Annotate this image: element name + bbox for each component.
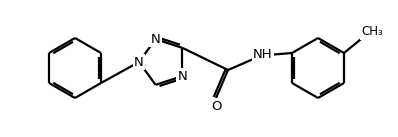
- Text: NH: NH: [253, 48, 273, 62]
- Text: N: N: [178, 70, 187, 83]
- Text: N: N: [151, 33, 160, 46]
- Text: CH₃: CH₃: [361, 25, 383, 38]
- Text: O: O: [211, 99, 221, 112]
- Text: N: N: [134, 55, 144, 68]
